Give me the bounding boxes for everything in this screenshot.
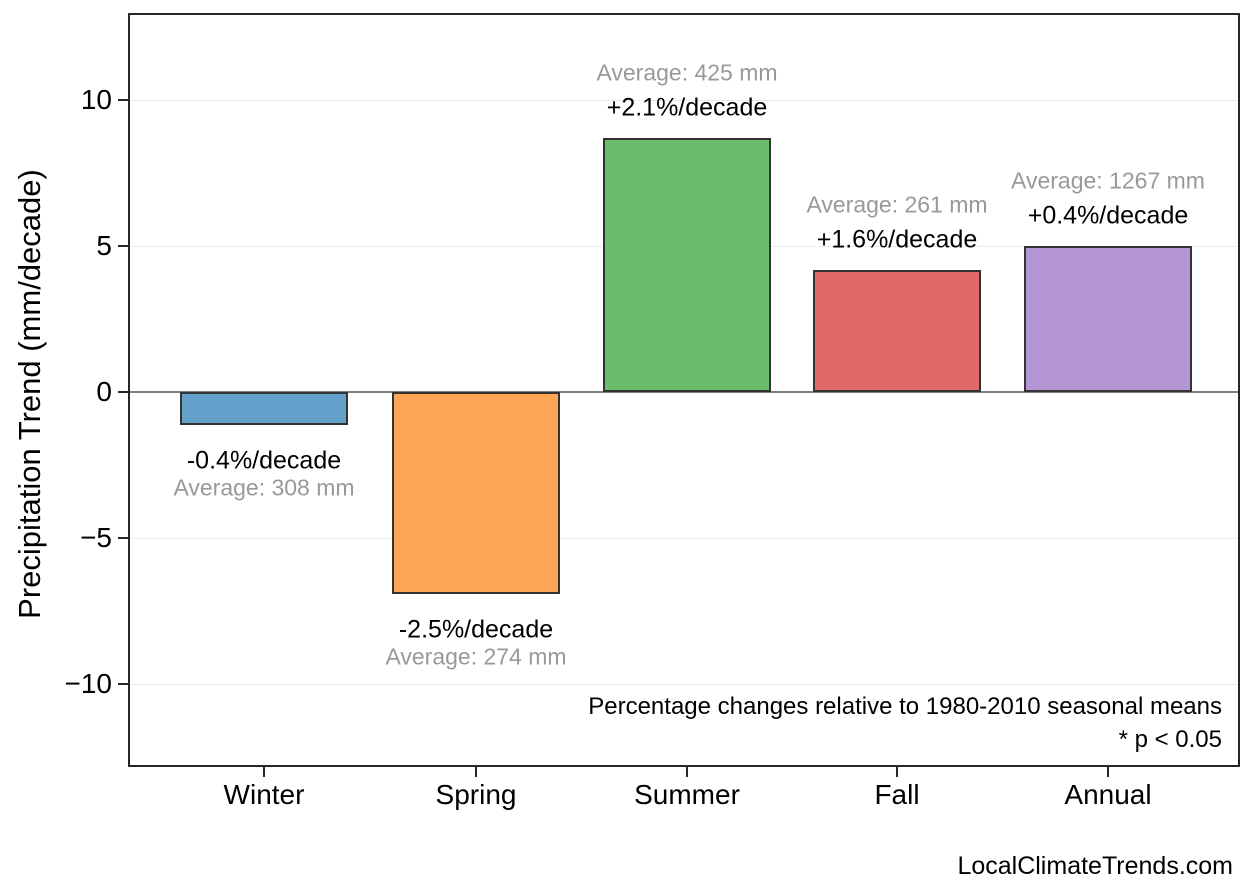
y-tick-0	[118, 391, 128, 394]
average-label-annual: Average: 1267 mm	[1011, 167, 1205, 194]
gridline-y10	[130, 100, 1238, 102]
annotation-line-2: * p < 0.05	[1118, 726, 1222, 753]
y-tick-label-10: 10	[80, 84, 112, 116]
pct-change-label-annual: +0.4%/decade	[1027, 201, 1189, 230]
zero-line	[130, 391, 1238, 394]
bar-fall	[813, 269, 981, 393]
bar-spring	[392, 392, 560, 594]
x-tick-label-spring: Spring	[435, 779, 517, 810]
annotation-line-1: Percentage changes relative to 1980-2010…	[588, 693, 1222, 720]
pct-change-label-fall: +1.6%/decade	[816, 225, 978, 254]
gridline-y-10	[130, 684, 1238, 686]
y-axis-title: Precipitation Trend (mm/decade)	[12, 169, 47, 619]
x-tick-spring	[475, 767, 477, 777]
y-tick-label--10: −10	[64, 668, 113, 700]
x-tick-label-annual: Annual	[1064, 779, 1152, 810]
average-label-spring: Average: 274 mm	[385, 643, 567, 670]
x-tick-fall	[896, 767, 898, 777]
x-tick-label-summer: Summer	[634, 779, 740, 810]
chart-annotation: Percentage changes relative to 1980-2010…	[588, 690, 1222, 756]
y-tick-label-0: 0	[96, 376, 112, 408]
x-tick-label-fall: Fall	[874, 779, 920, 810]
average-label-winter: Average: 308 mm	[173, 474, 355, 501]
x-tick-winter	[263, 767, 265, 777]
x-tick-label-winter: Winter	[223, 779, 305, 810]
average-label-fall: Average: 261 mm	[806, 191, 988, 218]
y-tick-10	[118, 99, 128, 102]
y-tick--5	[118, 537, 128, 540]
x-tick-annual	[1107, 767, 1109, 777]
pct-change-label-summer: +2.1%/decade	[606, 93, 768, 122]
source-watermark: LocalClimateTrends.com	[957, 852, 1233, 880]
pct-change-label-winter: -0.4%/decade	[186, 446, 342, 475]
average-label-summer: Average: 425 mm	[596, 59, 778, 86]
y-tick--10	[118, 683, 128, 686]
x-tick-summer	[686, 767, 688, 777]
y-tick-label-5: 5	[96, 230, 112, 262]
pct-change-label-spring: -2.5%/decade	[398, 615, 554, 644]
bar-annual	[1024, 246, 1192, 393]
gridline-y-5	[130, 538, 1238, 540]
y-tick-5	[118, 245, 128, 248]
y-tick-label--5: −5	[80, 522, 112, 554]
bar-winter	[180, 392, 348, 425]
bar-summer	[603, 138, 771, 393]
